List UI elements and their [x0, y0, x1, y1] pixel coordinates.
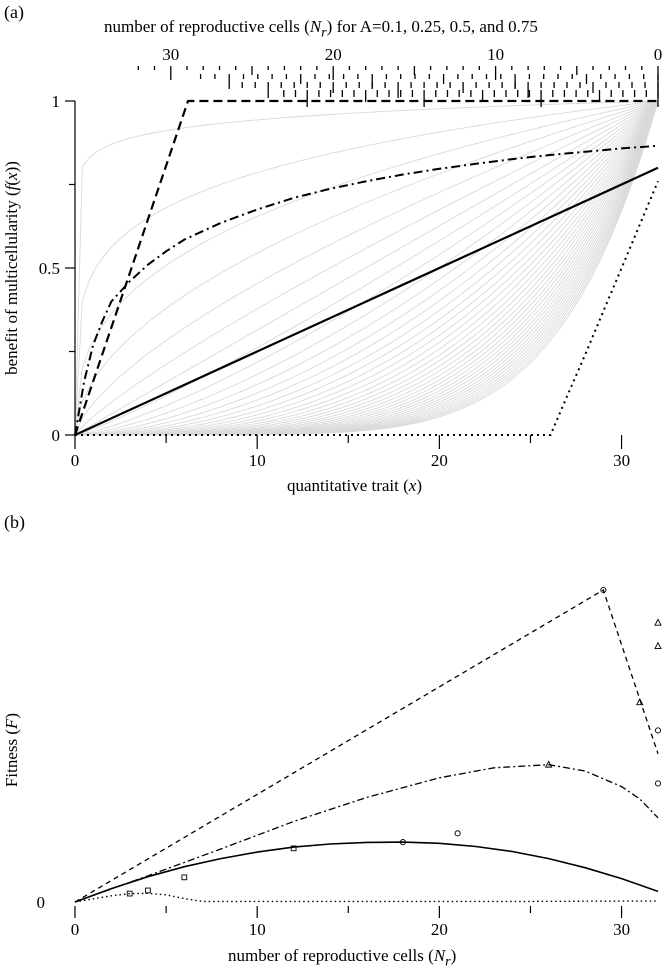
a-ylabel-symbol: f	[2, 185, 22, 191]
a-ylabel-mid: (	[2, 179, 22, 186]
background-curve	[74, 100, 659, 436]
background-curve	[74, 100, 659, 436]
panel-b-series-dotted	[74, 892, 658, 903]
panel-b-markers	[126, 586, 662, 897]
top-title-subscript: r	[321, 24, 327, 41]
marker-triangle	[544, 760, 553, 768]
background-curve	[74, 100, 659, 436]
panel-a-x-axis-label: quantitative trait (x)	[287, 476, 422, 496]
background-curve	[75, 100, 659, 436]
marker-circle	[654, 780, 662, 787]
panel-a-x-tick-label: 20	[431, 451, 448, 470]
background-curve	[75, 100, 659, 436]
marker-square	[181, 874, 188, 881]
marker-square	[290, 845, 297, 852]
marker-triangle	[636, 697, 644, 706]
b-ylabel-pre: Fitness (	[2, 728, 21, 788]
background-curve	[75, 100, 659, 436]
panel-a-label: (a)	[4, 2, 24, 22]
panel-a-top-axis	[137, 66, 659, 107]
marker-triangle	[654, 641, 662, 650]
b-xlabel-pre: number of reproductive cells (	[228, 946, 434, 965]
top-title-pre: number of reproductive cells (	[104, 17, 310, 36]
panel-a-axes	[65, 100, 623, 449]
background-curve	[74, 100, 659, 436]
panel-a-y-axis-label: benefit of multicellularity (f(x))	[2, 161, 22, 375]
panel-a-top-tick-label: 30	[162, 45, 179, 64]
panel-b-y-axis-label: Fitness (F)	[2, 713, 22, 787]
panel-b-series	[74, 589, 659, 903]
background-curve	[74, 100, 659, 436]
a-ylabel-post: ))	[2, 161, 22, 173]
background-curve	[75, 100, 659, 436]
a-xlabel-pre: quantitative trait (	[287, 476, 409, 495]
background-curve	[74, 100, 659, 436]
background-curve	[75, 100, 659, 436]
marker-square	[145, 887, 151, 894]
panel-b-x-axis-label: number of reproductive cells (Nr)	[228, 946, 456, 970]
b-ylabel-post: )	[2, 712, 21, 719]
marker-circle	[654, 727, 662, 734]
top-title-symbol: N	[309, 17, 322, 36]
background-curve	[74, 100, 659, 436]
panel-a-x-tick-label: 30	[613, 451, 630, 470]
panel-a-x-tick-label: 10	[249, 451, 266, 470]
panel-a-y-axis-label-wrap: benefit of multicellularity (f(x))	[0, 100, 24, 436]
b-ylabel-symbol: F	[2, 718, 21, 729]
b-xlabel-subscript: r	[445, 953, 451, 970]
panel-a-series-dash-dot	[74, 144, 659, 436]
marker-triangle	[654, 618, 662, 626]
marker-circle	[454, 830, 461, 837]
panel-a-background-curves	[74, 100, 659, 436]
panel-a-series-dotted	[75, 180, 659, 436]
panel-b-x-tick-label: 20	[431, 920, 448, 939]
marker-circle	[399, 839, 406, 846]
panel-b-axes	[74, 906, 623, 918]
background-curve	[74, 100, 659, 436]
panel-a-series	[73, 99, 659, 436]
panel-a-tick-labels: 0 10 20 30 0 0.5 1 30 20 10 0	[39, 45, 663, 470]
panel-a-y-tick-label: 1	[52, 92, 61, 111]
background-curve	[74, 100, 659, 436]
panel-a-top-tick-label: 20	[325, 45, 342, 64]
panel-b-x-tick-label: 0	[71, 920, 80, 939]
a-ylabel-pre: benefit of multicellularity (	[2, 190, 22, 375]
background-curve	[74, 100, 659, 436]
background-curve	[74, 100, 659, 436]
panel-b-x-tick-label: 10	[249, 920, 266, 939]
panel-a-series-dashed	[73, 99, 658, 436]
panel-a-y-tick-label: 0.5	[39, 259, 60, 278]
panel-a-y-tick-label: 0	[52, 426, 61, 445]
panel-b-series-dash-dot	[74, 764, 659, 903]
panel-b-y-tick-label: 0	[37, 893, 46, 912]
top-title-post: ) for A=0.1, 0.25, 0.5, and 0.75	[326, 17, 538, 36]
b-xlabel-symbol: N	[433, 946, 446, 965]
panel-a-top-axis-title: number of reproductive cells (Nr) for A=…	[104, 17, 538, 41]
a-xlabel-symbol: x	[408, 476, 417, 495]
panel-b-y-axis-label-wrap: Fitness (F)	[0, 600, 24, 900]
panel-a-top-tick-label: 0	[654, 45, 663, 64]
marker-square	[126, 890, 133, 897]
panel-a-top-tick-label: 10	[487, 45, 504, 64]
a-xlabel-post: )	[416, 476, 423, 495]
panel-b-x-tick-label: 30	[613, 920, 630, 939]
b-xlabel-post: )	[450, 946, 457, 965]
panel-b-series-dashed	[74, 589, 659, 903]
panel-a-series-solid	[74, 166, 659, 436]
panel-a-x-tick-label: 0	[71, 451, 80, 470]
panel-b-label: (b)	[4, 512, 25, 532]
background-curve	[74, 100, 659, 436]
panel-b-series-solid	[74, 841, 659, 903]
a-ylabel-symbol-2: x	[2, 172, 22, 180]
background-curve	[75, 100, 659, 436]
panel-b-tick-labels: 0 10 20 30 0	[37, 893, 631, 939]
marker-circle	[600, 586, 607, 594]
